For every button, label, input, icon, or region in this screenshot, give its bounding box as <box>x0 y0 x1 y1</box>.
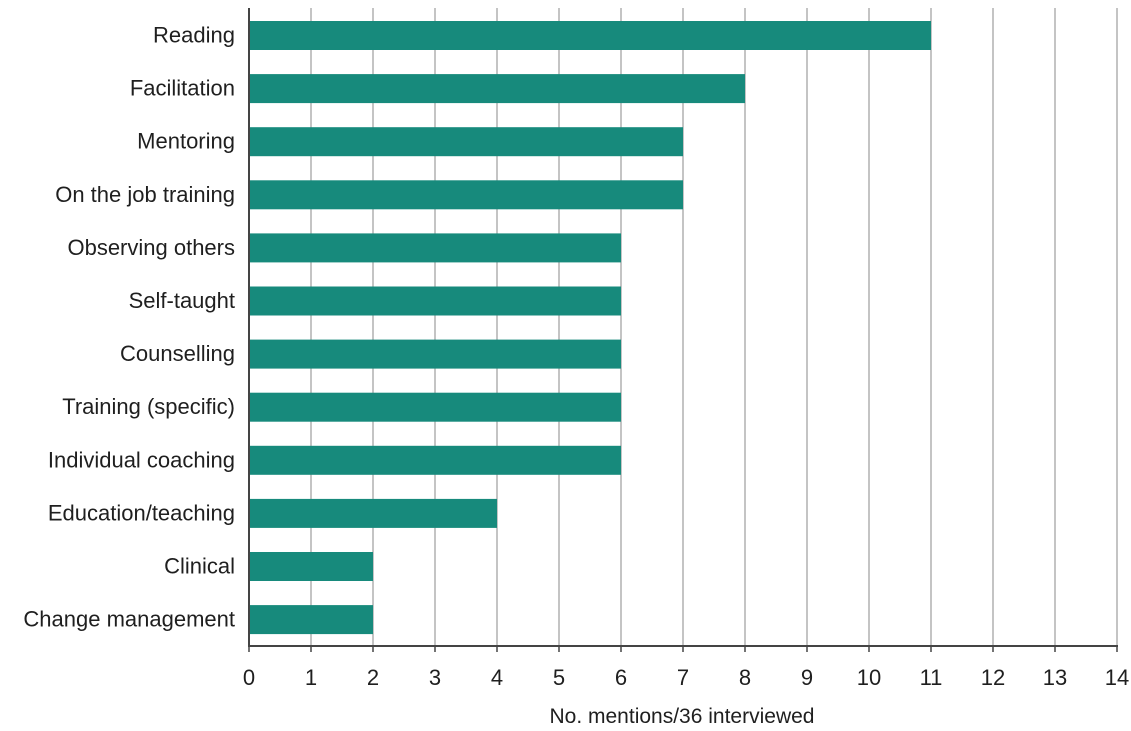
x-tick-label: 14 <box>1105 665 1129 690</box>
bar-reading <box>249 21 931 50</box>
bar-observing-others <box>249 233 621 263</box>
x-tick-label: 0 <box>243 665 255 690</box>
x-tick-label: 13 <box>1043 665 1067 690</box>
x-tick-labels: 0 1 2 3 4 5 6 7 8 9 10 11 12 13 14 <box>243 665 1129 690</box>
category-label: Clinical <box>164 554 235 579</box>
category-label: Mentoring <box>137 129 235 154</box>
bar-counselling <box>249 339 621 369</box>
category-label: Self-taught <box>129 288 235 313</box>
bar-self-taught <box>249 286 621 316</box>
x-tick-label: 11 <box>920 665 943 690</box>
x-tick-label: 5 <box>553 665 565 690</box>
category-labels: Reading Facilitation Mentoring On the job t… <box>23 23 235 632</box>
category-label: Counselling <box>120 341 235 366</box>
bar-education-teaching <box>249 498 497 528</box>
grid-lines <box>310 8 1118 646</box>
category-label: Change management <box>23 607 235 632</box>
x-tick-label: 12 <box>981 665 1005 690</box>
x-tick-label: 2 <box>367 665 379 690</box>
bar-on-the-job-training <box>249 180 683 210</box>
category-label: Individual coaching <box>48 447 235 472</box>
x-tick-label: 6 <box>615 665 627 690</box>
bars <box>249 21 931 635</box>
category-label: On the job training <box>55 182 235 207</box>
x-tick-label: 4 <box>491 665 503 690</box>
x-tick-label: 10 <box>857 665 881 690</box>
axes <box>248 8 1118 652</box>
category-label: Training (specific) <box>62 394 235 419</box>
bar-facilitation <box>249 74 745 104</box>
category-label: Facilitation <box>130 76 235 101</box>
bar-training-specific- <box>249 392 621 422</box>
category-label: Education/teaching <box>48 500 235 525</box>
category-label: Reading <box>153 23 235 48</box>
category-label: Observing others <box>67 235 235 260</box>
bar-change-management <box>249 605 373 635</box>
bar-mentoring <box>249 127 683 157</box>
x-tick-label: 9 <box>801 665 813 690</box>
x-axis-title: No. mentions/36 interviewed <box>550 705 815 728</box>
bar-clinical <box>249 552 373 581</box>
x-tick-label: 8 <box>739 665 751 690</box>
x-tick-label: 1 <box>305 665 317 690</box>
x-tick-label: 7 <box>677 665 689 690</box>
x-tick-label: 3 <box>429 665 441 690</box>
bar-individual-coaching <box>249 445 621 475</box>
